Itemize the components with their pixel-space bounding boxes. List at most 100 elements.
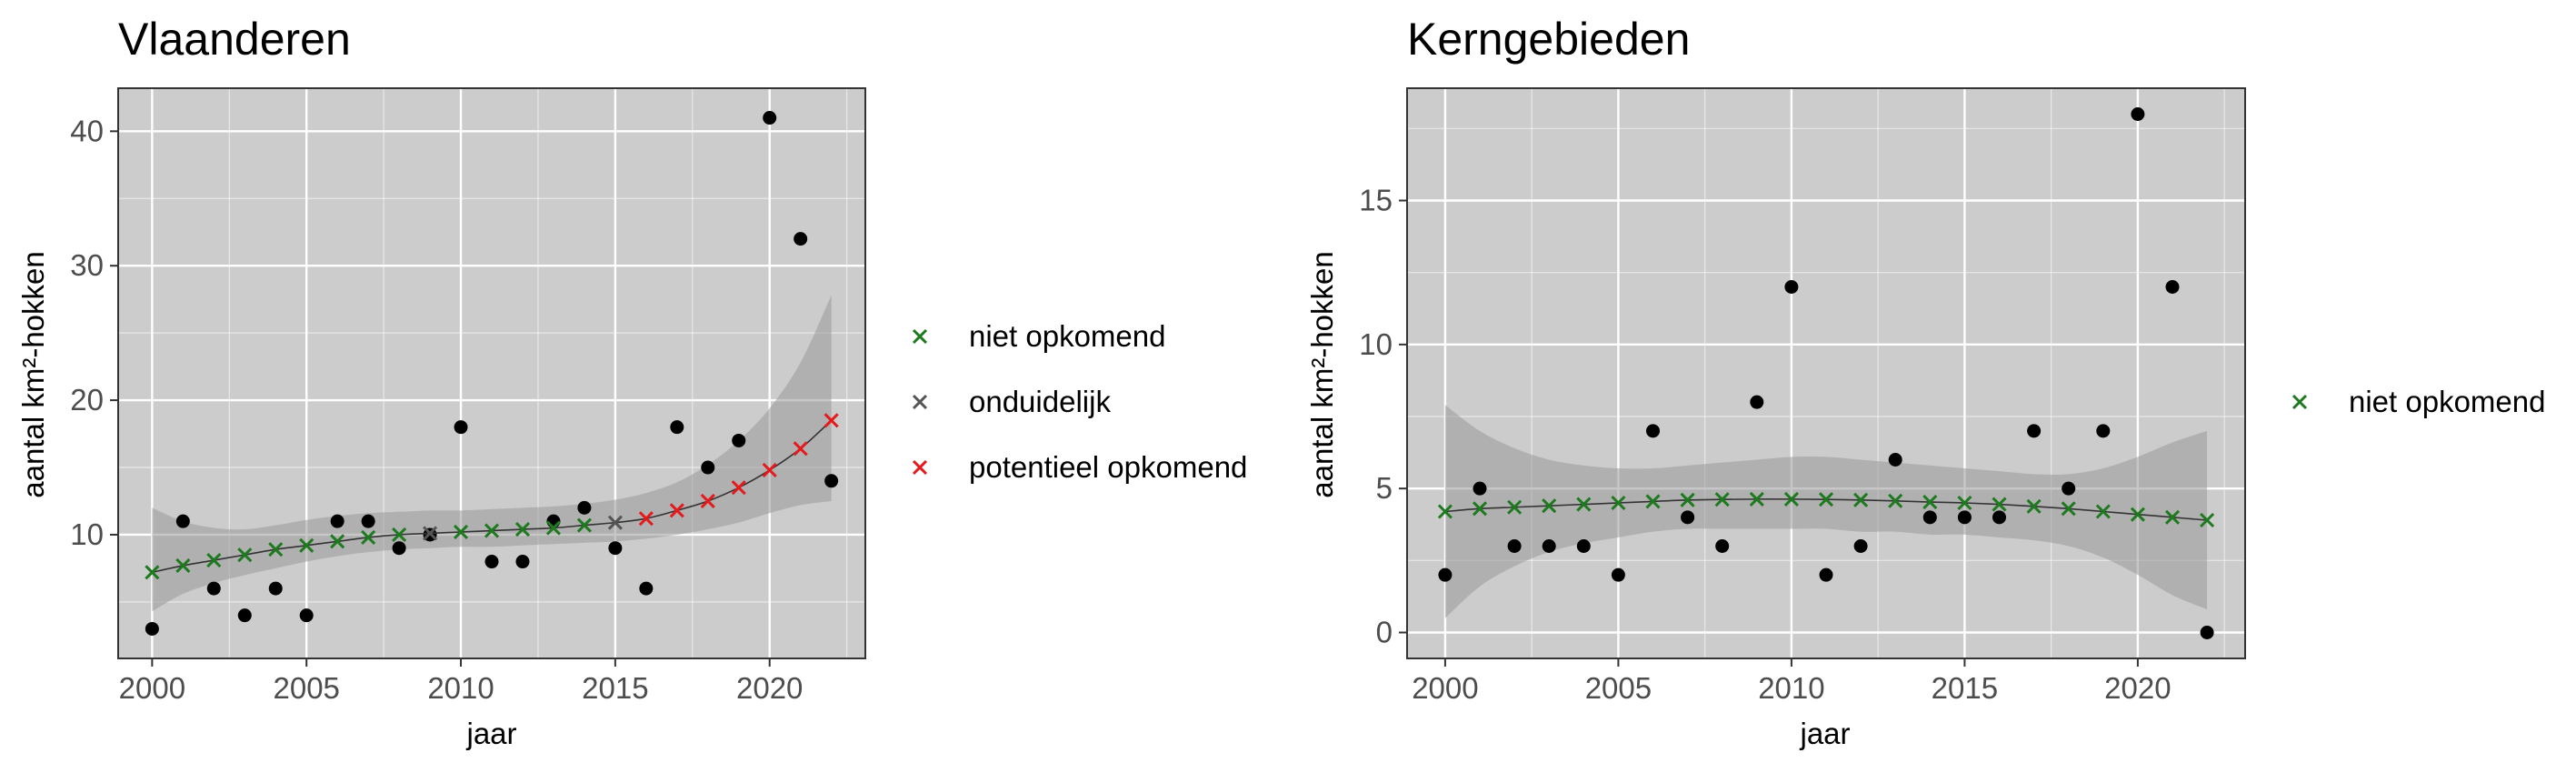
data-point	[577, 500, 592, 515]
fit-marker	[1992, 497, 2007, 512]
legend-item: potentieel opkomend	[912, 450, 1247, 484]
data-point	[1922, 510, 1937, 525]
legend-label: niet opkomend	[969, 319, 1165, 353]
x-tick-label: 2005	[1585, 671, 1652, 705]
legend-marker	[2291, 394, 2308, 410]
fit-marker	[299, 537, 315, 553]
y-tick-label: 0	[1376, 616, 1393, 649]
data-point	[763, 111, 777, 125]
data-point	[206, 581, 221, 596]
fit-marker	[824, 413, 839, 428]
data-point	[1438, 567, 1453, 582]
y-axis-label: aantal km²-hokken	[1305, 251, 1339, 497]
y-tick-label: 40	[70, 114, 104, 147]
panel-border	[1406, 87, 2246, 659]
legend: niet opkomend	[2291, 385, 2545, 418]
fit-marker	[423, 526, 438, 541]
confidence-ribbon	[152, 295, 832, 612]
legend-label: onduidelijk	[969, 385, 1111, 418]
data-point	[299, 608, 314, 623]
data-point	[608, 541, 623, 556]
data-point	[361, 514, 375, 528]
chart-kerngebieden: Kerngebieden 2000 2005 2010 2015 2020051015 …	[1305, 14, 2545, 750]
fit-marker	[514, 521, 531, 537]
x-tick-label: 2010	[1758, 671, 1824, 705]
legend-label: potentieel opkomend	[969, 450, 1247, 484]
chart-vlaanderen: Vlaanderen 2000 2005 2010 2015 202010203040 …	[16, 14, 1247, 750]
panel-background	[1407, 88, 2245, 658]
data-point	[330, 514, 344, 528]
data-point	[794, 232, 808, 246]
data-point	[701, 460, 715, 475]
fit-marker	[545, 520, 561, 536]
data-point	[1576, 539, 1591, 553]
fit-marker	[1853, 492, 1869, 507]
legend-item: niet opkomend	[2291, 385, 2545, 418]
y-tick-label: 10	[1359, 327, 1393, 361]
fit-marker	[2061, 501, 2076, 517]
x-axis-label: jaar	[465, 717, 516, 750]
data-point	[1784, 280, 1799, 294]
fit-marker	[2026, 498, 2042, 514]
legend-marker	[912, 459, 928, 476]
fit-marker	[1818, 492, 1834, 507]
data-point	[145, 621, 159, 636]
fit-marker	[484, 523, 500, 538]
fit-marker	[700, 493, 715, 509]
data-point	[1473, 481, 1487, 496]
legend: niet opkomend onduidelijk potentieel opkom…	[912, 319, 1247, 484]
data-point	[824, 474, 839, 488]
data-point	[1888, 453, 1902, 467]
x-axis-label: jaar	[1799, 717, 1850, 750]
data-point	[2131, 107, 2145, 121]
fit-marker	[453, 524, 469, 540]
y-tick-label: 15	[1359, 184, 1393, 217]
x-tick-label: 2020	[2104, 671, 2171, 705]
fit-marker	[392, 527, 407, 543]
legend-label: niet opkomend	[2349, 385, 2545, 418]
x-tick-label: 2005	[273, 671, 339, 705]
data-point	[484, 555, 499, 569]
x-tick-label: 2010	[427, 671, 494, 705]
fit-marker	[268, 542, 284, 557]
data-point	[1750, 395, 1764, 409]
data-point	[1542, 539, 1556, 553]
data-point	[1646, 424, 1661, 438]
fit-marker	[793, 441, 808, 457]
fit-marker	[1542, 498, 1557, 514]
legend-item: niet opkomend	[912, 319, 1165, 353]
data-point	[392, 541, 406, 556]
fit-marker	[1611, 495, 1626, 511]
fit-marker	[2200, 512, 2215, 528]
fit-marker	[1714, 492, 1730, 507]
data-point	[670, 420, 684, 435]
legend-item: onduidelijk	[912, 385, 1111, 418]
fit-marker	[2164, 509, 2181, 525]
fit-marker	[607, 515, 623, 530]
panel-border	[117, 87, 866, 659]
fit-marker	[1783, 491, 1799, 507]
fit-marker	[731, 480, 746, 496]
data-point	[1957, 510, 1972, 525]
chart-title: Vlaanderen	[118, 14, 351, 65]
data-point	[515, 555, 530, 569]
fit-marker	[1472, 501, 1488, 517]
data-point	[1681, 510, 1695, 525]
fit-marker	[145, 565, 160, 580]
y-tick-label: 30	[70, 248, 104, 282]
data-point	[2062, 481, 2076, 496]
fit-marker	[1922, 494, 1938, 510]
fit-marker	[1507, 499, 1523, 515]
fit-marker	[206, 552, 222, 568]
fit-marker	[330, 534, 345, 549]
legend-marker	[912, 328, 928, 345]
data-point	[2096, 424, 2111, 438]
data-point	[1611, 567, 1625, 582]
fit-marker	[175, 557, 191, 574]
y-tick-label: 5	[1376, 471, 1393, 505]
data-point	[1715, 539, 1730, 553]
fit-marker	[669, 503, 684, 518]
fit-marker	[2095, 504, 2111, 519]
data-point	[268, 581, 283, 596]
y-tick-label: 10	[70, 517, 104, 551]
